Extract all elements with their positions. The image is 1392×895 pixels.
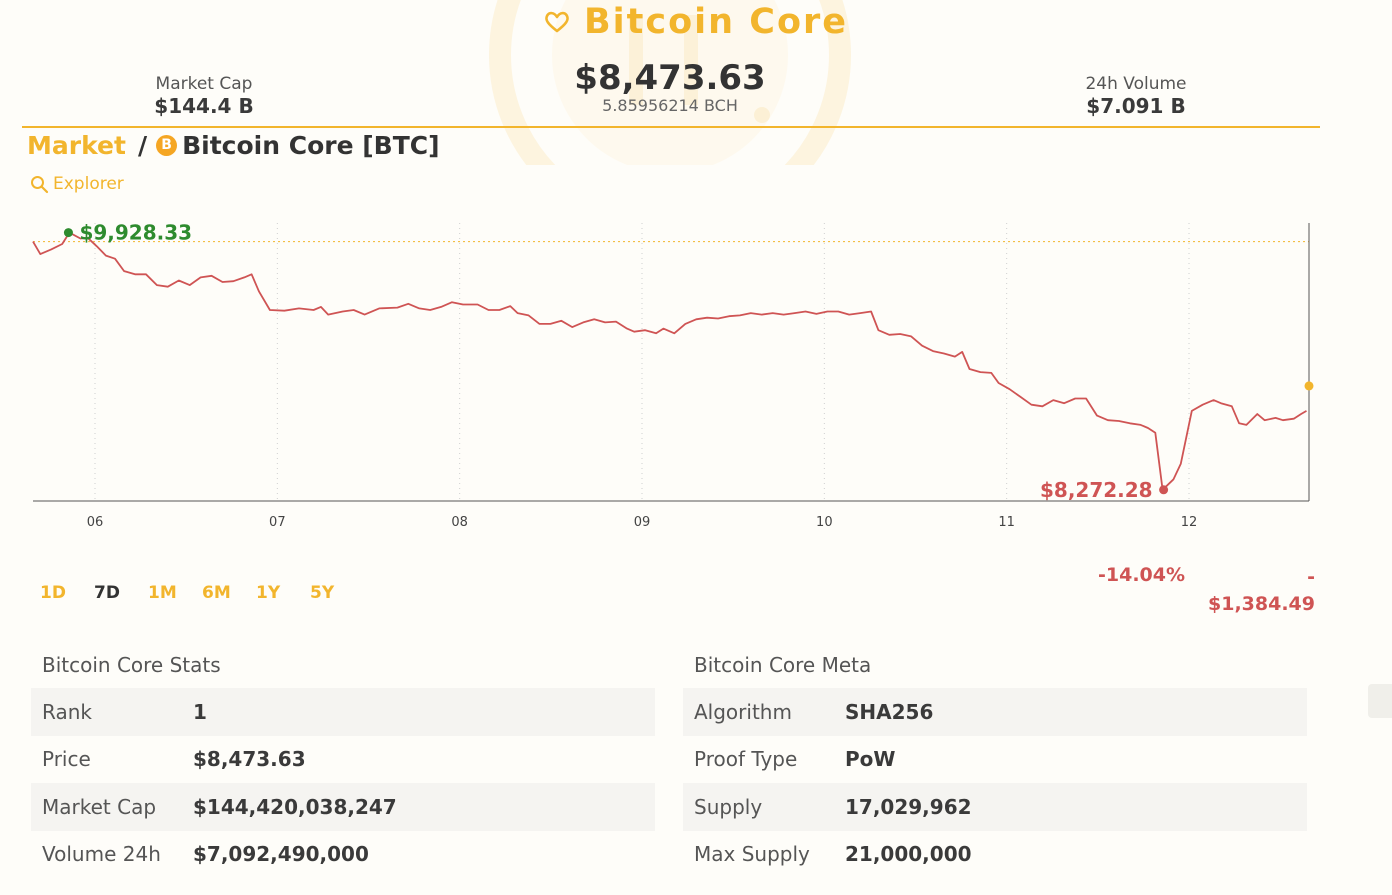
- range-selector: 1D 7D 1M 6M 1Y 5Y: [40, 583, 364, 603]
- breadcrumb-market-link[interactable]: Market: [27, 131, 126, 160]
- row-key: Algorithm: [694, 699, 792, 724]
- stats-panel: Bitcoin Core Stats Rank 1 Price $8,473.63 Ma…: [31, 650, 655, 878]
- row-key: Rank: [42, 699, 92, 724]
- price-change-sign: -: [1307, 566, 1315, 588]
- chart-low-label: $8,272.28: [1040, 478, 1153, 502]
- chart-x-tick-label: 08: [451, 515, 468, 530]
- breadcrumb-separator: /: [137, 131, 148, 160]
- chart-low-point: [1159, 485, 1169, 495]
- breadcrumb-current-coin: Bitcoin Core [BTC]: [182, 131, 440, 160]
- range-button-1m[interactable]: 1M: [148, 583, 202, 603]
- row-value: $8,473.63: [193, 747, 306, 772]
- row-value: 21,000,000: [845, 842, 972, 867]
- market-cap-label: Market Cap: [155, 74, 253, 94]
- price-chart[interactable]: 06 07 08 09 10 11 12 $9,928.33 $8,272.28: [0, 205, 1392, 545]
- table-row: Proof Type PoW: [683, 736, 1307, 784]
- chart-x-tick-label: 07: [269, 515, 286, 530]
- row-key: Market Cap: [42, 794, 157, 819]
- chart-high-label: $9,928.33: [79, 221, 192, 245]
- row-value: 17,029,962: [845, 794, 972, 819]
- chart-x-tick-label: 10: [816, 515, 833, 530]
- row-value: PoW: [845, 747, 896, 772]
- meta-title: Bitcoin Core Meta: [694, 653, 872, 677]
- table-row: Price $8,473.63: [31, 736, 655, 784]
- table-row: Supply 17,029,962: [683, 783, 1307, 831]
- search-icon: [31, 175, 49, 193]
- table-row: Market Cap $144,420,038,247: [31, 783, 655, 831]
- chart-x-tick-label: 11: [998, 515, 1015, 530]
- range-button-5y[interactable]: 5Y: [310, 583, 364, 603]
- price-change-percent: -14.04%: [1098, 564, 1186, 586]
- chart-grid: [94, 223, 1190, 501]
- row-value: SHA256: [845, 699, 934, 724]
- row-value: 1: [193, 699, 207, 724]
- row-key: Supply: [694, 794, 763, 819]
- meta-panel: Bitcoin Core Meta Algorithm SHA256 Proof T…: [683, 650, 1307, 878]
- chart-x-tick-label: 06: [87, 515, 104, 530]
- table-row: Max Supply 21,000,000: [683, 831, 1307, 879]
- chart-x-tick-label: 12: [1181, 515, 1198, 530]
- bitcoin-icon: B: [156, 135, 178, 156]
- stats-table: Rank 1 Price $8,473.63 Market Cap $144,420,03…: [31, 688, 655, 878]
- price-change-amount: $1,384.49: [1208, 593, 1315, 615]
- scrollbar[interactable]: [1368, 684, 1392, 718]
- market-cap-summary: Market Cap $144.4 B: [104, 74, 304, 118]
- price-change-amount-block: - $1,384.49: [1180, 564, 1315, 618]
- table-row: Volume 24h $7,092,490,000: [31, 831, 655, 879]
- header-divider: [22, 126, 1320, 128]
- heart-icon[interactable]: [544, 10, 570, 34]
- table-row: Algorithm SHA256: [683, 688, 1307, 736]
- range-button-6m[interactable]: 6M: [202, 583, 256, 603]
- current-price: $8,473.63: [574, 58, 766, 98]
- chart-high-point: [63, 228, 73, 238]
- explorer-label: Explorer: [53, 174, 124, 194]
- explorer-link[interactable]: Explorer: [30, 174, 124, 194]
- volume-label: 24h Volume: [1085, 74, 1187, 94]
- stats-title: Bitcoin Core Stats: [42, 653, 221, 677]
- row-key: Proof Type: [694, 747, 798, 772]
- chart-x-tick-label: 09: [634, 515, 651, 530]
- price-summary: $8,473.63 5.85956214 BCH: [520, 58, 820, 115]
- range-button-1d[interactable]: 1D: [40, 583, 94, 603]
- table-row: Rank 1: [31, 688, 655, 736]
- range-button-7d[interactable]: 7D: [94, 583, 148, 603]
- row-key: Volume 24h: [42, 842, 161, 867]
- volume-summary: 24h Volume $7.091 B: [1036, 74, 1236, 118]
- chart-x-ticks: 06 07 08 09 10 11 12: [87, 515, 1198, 530]
- volume-value: $7.091 B: [1086, 94, 1186, 118]
- price-in-bch: 5.85956214 BCH: [602, 96, 738, 115]
- market-cap-value: $144.4 B: [154, 94, 254, 118]
- meta-table: Algorithm SHA256 Proof Type PoW Supply 17,029…: [683, 688, 1307, 878]
- range-button-1y[interactable]: 1Y: [256, 583, 310, 603]
- chart-series-line: [32, 231, 1307, 491]
- chart-current-point: [1304, 381, 1314, 391]
- coin-name: Bitcoin Core: [583, 2, 849, 42]
- row-value: $7,092,490,000: [193, 842, 369, 867]
- breadcrumb: Market / B Bitcoin Core [BTC]: [27, 131, 440, 160]
- row-key: Price: [42, 747, 91, 772]
- row-key: Max Supply: [694, 842, 810, 867]
- row-value: $144,420,038,247: [193, 794, 397, 819]
- coin-title: Bitcoin Core: [0, 2, 1392, 42]
